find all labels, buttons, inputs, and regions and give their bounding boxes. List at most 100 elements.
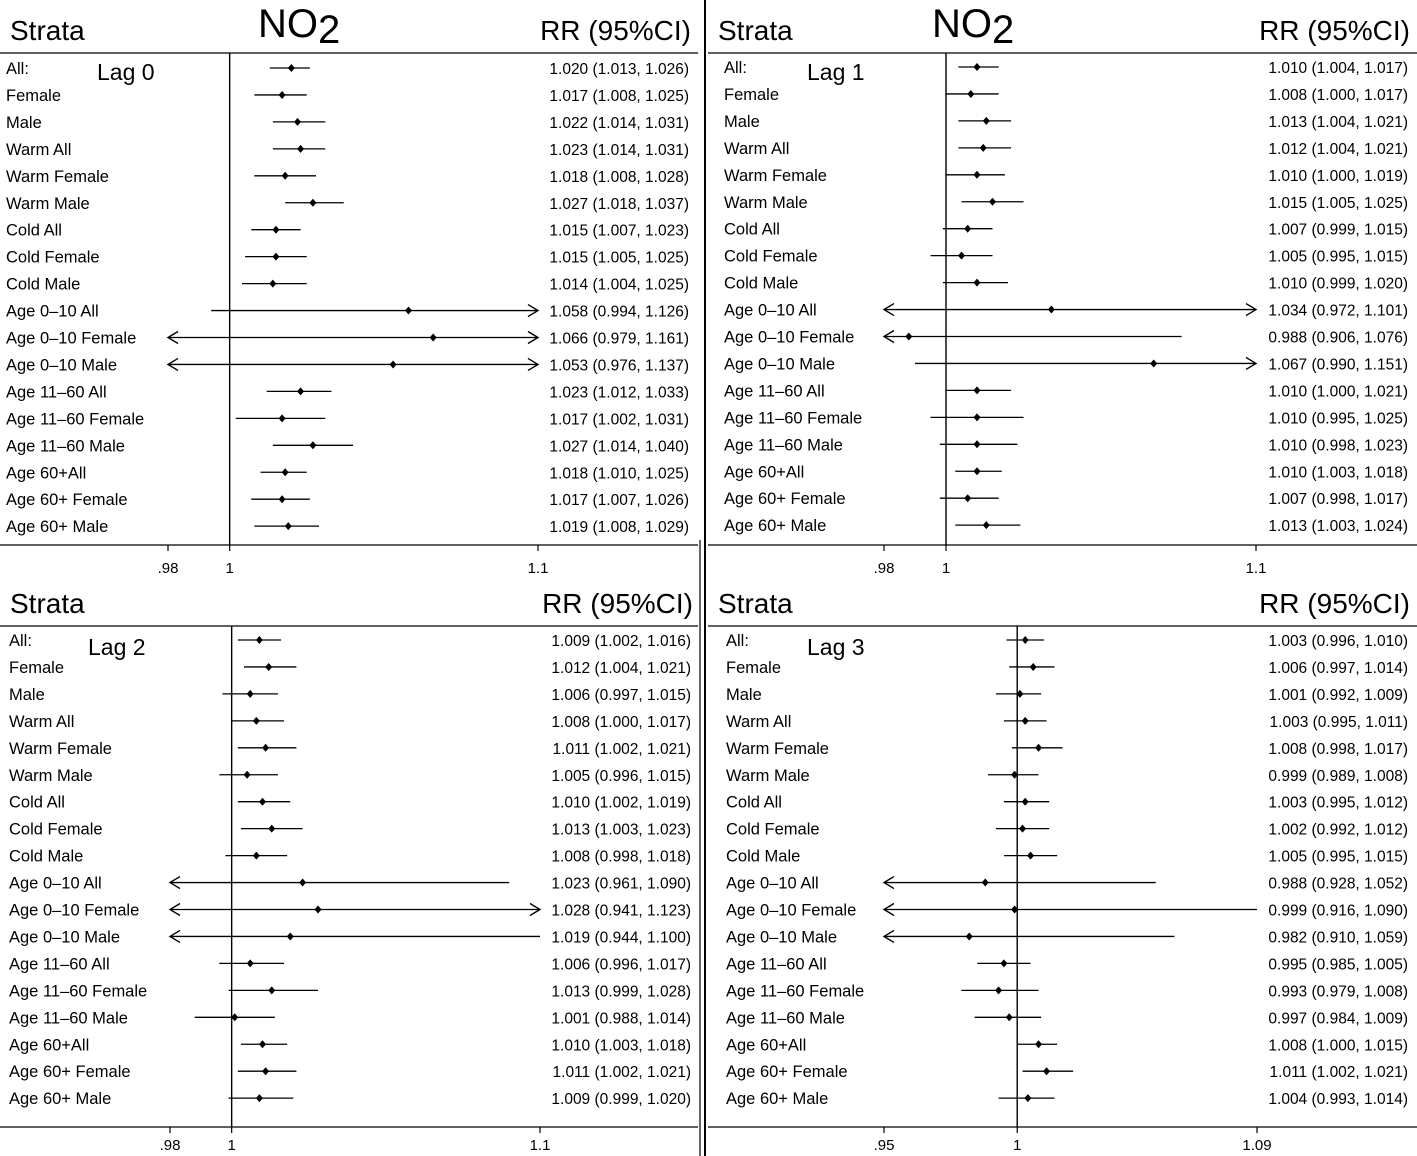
stratum-label: Cold Female xyxy=(9,821,103,839)
point-estimate-marker xyxy=(1016,689,1024,698)
point-estimate-marker xyxy=(272,225,280,234)
stratum-label: Age 11–60 Male xyxy=(724,436,843,454)
x-tick-label: 1.1 xyxy=(530,1137,551,1154)
stratum-label: Female xyxy=(9,659,64,677)
ci-left-arrow xyxy=(882,902,895,917)
stratum-label: Age 60+ Male xyxy=(726,1090,828,1108)
ci-left-arrow xyxy=(166,357,179,372)
forest-row: Warm Male 1.005 (0.996, 1.015) xyxy=(9,767,691,785)
forest-row: Warm All 1.008 (1.000, 1.017) xyxy=(9,713,691,731)
rr-ci-value: 1.027 (1.018, 1.037) xyxy=(549,196,689,213)
stratum-label: Cold Male xyxy=(6,276,80,294)
forest-row: Age 11–60 Female 0.993 (0.979, 1.008) xyxy=(726,982,1408,1000)
stratum-label: All: xyxy=(724,59,747,77)
forest-row: Age 11–60 All 1.006 (0.996, 1.017) xyxy=(9,955,691,973)
lag-annotation: Lag 0 xyxy=(97,59,155,85)
rr-ci-value: 1.013 (0.999, 1.028) xyxy=(551,983,691,1000)
rr-ci-value: 1.058 (0.994, 1.126) xyxy=(549,304,689,321)
x-tick-label: 1 xyxy=(227,1137,235,1154)
forest-row: Age 0–10 All 0.988 (0.928, 1.052) xyxy=(726,875,1408,893)
forest-row: Female 1.012 (1.004, 1.021) xyxy=(9,659,691,677)
point-estimate-marker xyxy=(255,1094,263,1103)
stratum-label: Age 60+ Male xyxy=(6,518,108,536)
point-estimate-marker xyxy=(281,468,289,477)
point-estimate-marker xyxy=(278,495,286,504)
point-estimate-marker xyxy=(284,522,292,531)
point-estimate-marker xyxy=(259,1040,266,1049)
forest-row: Age 11–60 All 1.023 (1.012, 1.033) xyxy=(6,383,689,401)
point-estimate-marker xyxy=(252,716,260,725)
point-estimate-marker xyxy=(255,636,263,644)
rr-ci-value: 1.003 (0.996, 1.010) xyxy=(1268,633,1408,650)
rr-ci-value: 1.004 (0.993, 1.014) xyxy=(1268,1091,1408,1108)
rr-ci-value: 1.010 (1.003, 1.018) xyxy=(551,1037,691,1054)
point-estimate-marker xyxy=(1011,905,1019,914)
stratum-label: All: xyxy=(726,632,749,650)
rr-ci-value: 1.010 (1.003, 1.018) xyxy=(1268,464,1408,481)
forest-row: Female 1.017 (1.008, 1.025) xyxy=(6,87,689,105)
point-estimate-marker xyxy=(973,63,981,71)
stratum-label: Cold All xyxy=(9,794,65,812)
forest-row: Female 1.008 (1.000, 1.017) xyxy=(724,86,1408,104)
rr-ci-value: 1.008 (0.998, 1.017) xyxy=(1268,741,1408,758)
point-estimate-marker xyxy=(1005,1013,1013,1022)
stratum-label: Age 0–10 Female xyxy=(726,902,856,920)
ci-right-arrow xyxy=(1245,302,1258,317)
rr-ci-value: 1.001 (0.992, 1.009) xyxy=(1268,687,1408,704)
forest-row: All: 1.020 (1.013, 1.026) xyxy=(6,60,689,78)
rr-ci-header: RR (95%CI) xyxy=(540,15,691,46)
forest-row: Cold All 1.015 (1.007, 1.023) xyxy=(6,222,689,240)
rr-ci-value: 1.010 (0.995, 1.025) xyxy=(1268,410,1408,427)
forest-row: Cold Male 1.005 (0.995, 1.015) xyxy=(726,848,1408,866)
point-estimate-marker xyxy=(297,144,305,153)
stratum-label: Age 11–60 Male xyxy=(6,437,125,455)
rr-ci-value: 1.017 (1.008, 1.025) xyxy=(549,88,689,105)
rr-ci-value: 0.988 (0.906, 1.076) xyxy=(1268,330,1408,347)
stratum-label: Age 11–60 All xyxy=(724,382,825,400)
rr-ci-value: 1.008 (1.000, 1.015) xyxy=(1268,1037,1408,1054)
stratum-label: All: xyxy=(6,60,29,78)
stratum-label: Age 60+All xyxy=(726,1036,806,1054)
point-estimate-marker xyxy=(973,440,981,449)
stratum-label: Male xyxy=(726,686,762,704)
stratum-label: Age 0–10 Male xyxy=(6,356,117,374)
rr-ci-value: 1.003 (0.995, 1.012) xyxy=(1268,795,1408,812)
forest-row: Warm Female 1.011 (1.002, 1.021) xyxy=(9,740,691,758)
forest-panel-2: Strata RR (95%CI) NO2 Lag 1 .98 1 1.1 All: 1.010… xyxy=(708,2,1417,577)
lag-annotation: Lag 1 xyxy=(807,59,865,85)
stratum-label: Cold All xyxy=(724,221,780,239)
forest-row: Age 0–10 All 1.058 (0.994, 1.126) xyxy=(6,303,689,321)
point-estimate-marker xyxy=(389,360,397,369)
forest-row: Age 0–10 Female 1.028 (0.941, 1.123) xyxy=(9,902,691,920)
forest-row: Age 0–10 Male 0.982 (0.910, 1.059) xyxy=(726,928,1408,946)
stratum-label: Warm All xyxy=(6,141,71,159)
rr-ci-value: 1.010 (1.000, 1.019) xyxy=(1268,168,1408,185)
rr-ci-value: 1.008 (1.000, 1.017) xyxy=(551,714,691,731)
forest-row: Age 60+ Male 1.019 (1.008, 1.029) xyxy=(6,518,689,536)
stratum-label: Age 11–60 Female xyxy=(9,982,147,1000)
forest-row: Cold All 1.010 (1.002, 1.019) xyxy=(9,794,691,812)
rr-ci-value: 1.007 (0.998, 1.017) xyxy=(1268,491,1408,508)
forest-panel-3: Strata RR (95%CI) Lag 2 .98 1 1.1 All: 1.009 (1… xyxy=(0,588,698,1154)
forest-row: Age 11–60 Male 1.010 (0.998, 1.023) xyxy=(724,436,1408,454)
strata-header: Strata xyxy=(718,588,793,619)
stratum-label: Age 60+ Male xyxy=(724,517,826,535)
pollutant-name: NO xyxy=(932,2,992,46)
point-estimate-marker xyxy=(309,441,317,450)
forest-row: Age 60+ Female 1.017 (1.007, 1.026) xyxy=(6,491,689,509)
forest-row: Male 1.001 (0.992, 1.009) xyxy=(726,686,1408,704)
forest-row: Age 60+ Female 1.011 (1.002, 1.021) xyxy=(726,1063,1408,1081)
forest-row: Warm Male 1.027 (1.018, 1.037) xyxy=(6,195,689,213)
stratum-label: Age 0–10 Male xyxy=(9,928,120,946)
forest-row: Cold All 1.007 (0.999, 1.015) xyxy=(724,221,1408,239)
rr-ci-header: RR (95%CI) xyxy=(1259,588,1410,619)
stratum-label: Warm Female xyxy=(726,740,829,758)
forest-row: Warm Female 1.008 (0.998, 1.017) xyxy=(726,740,1408,758)
stratum-label: Age 60+All xyxy=(9,1036,89,1054)
rr-ci-value: 1.010 (1.002, 1.019) xyxy=(551,795,691,812)
forest-row: Age 60+ Male 1.013 (1.003, 1.024) xyxy=(724,517,1408,535)
point-estimate-marker xyxy=(979,143,987,152)
stratum-label: Age 0–10 Male xyxy=(726,928,837,946)
rr-ci-value: 1.008 (0.998, 1.018) xyxy=(551,849,691,866)
